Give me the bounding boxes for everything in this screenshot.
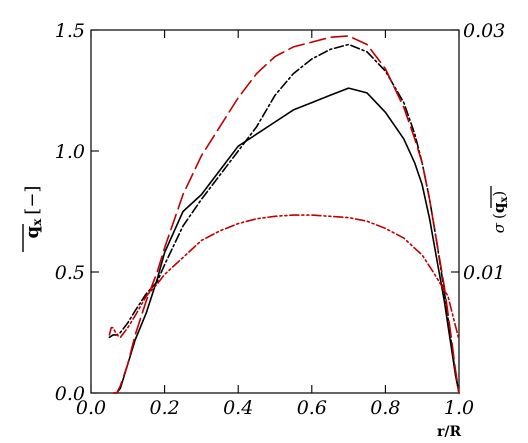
x-tick-label: 0.2	[149, 397, 179, 419]
y-left-label-main: q	[22, 225, 43, 238]
plot-frame	[90, 29, 460, 394]
series-line-4	[108, 214, 460, 341]
x-tick-label: 0.8	[370, 397, 400, 419]
y-left-tick-label: 0.0	[55, 383, 85, 405]
y-left-label-sub: x	[30, 218, 44, 226]
y-right-ticks: 0.01 0.03	[451, 20, 505, 284]
svg-text:qx[−]: qx [−]	[22, 186, 44, 239]
y-left-label-unit: [−]	[22, 186, 43, 215]
x-tick-label: 1.0	[444, 397, 474, 419]
x-tick-label: 0.4	[223, 397, 253, 419]
x-axis-label: r/R	[437, 424, 461, 440]
y-right-tick-label: 0.01	[463, 262, 505, 284]
y-left-tick-label: 0.5	[55, 262, 85, 284]
y-left-tick-label: 1.0	[55, 141, 85, 163]
x-tick-label: 0.0	[76, 397, 106, 419]
series-line-3	[112, 35, 460, 394]
series-line-2	[108, 43, 460, 394]
y-left-tick-label: 1.5	[55, 20, 85, 42]
x-tick-label: 0.6	[297, 397, 327, 419]
y-right-label-sub: x	[499, 196, 510, 203]
y-right-label-sigma: σ	[490, 222, 508, 233]
svg-text:σ(qx): σ(qx)	[490, 191, 510, 233]
x-ticks: 0.0 0.2 0.4 0.6 0.8 1.0	[76, 30, 474, 419]
y-left-axis-label: qx [−]	[22, 186, 44, 252]
y-left-ticks: 0.0 0.5 1.0 1.5	[55, 20, 99, 405]
y-right-label-main: q	[490, 202, 508, 213]
series-line-1	[112, 87, 460, 394]
series-layer	[108, 35, 460, 394]
y-right-axis-label: σ(qx)	[490, 186, 510, 233]
y-right-tick-label: 0.03	[463, 20, 505, 42]
